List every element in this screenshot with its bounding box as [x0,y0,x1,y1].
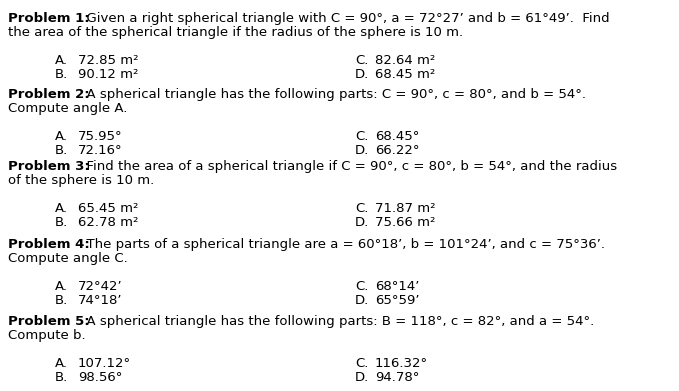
Text: B.: B. [55,144,69,157]
Text: Given a right spherical triangle with C = 90°, a = 72°27’ and b = 61°49’.  Find: Given a right spherical triangle with C … [78,12,610,25]
Text: of the sphere is 10 m.: of the sphere is 10 m. [8,174,154,187]
Text: D.: D. [355,371,369,384]
Text: Find the area of a spherical triangle if C = 90°, c = 80°, b = 54°, and the radi: Find the area of a spherical triangle if… [78,160,617,173]
Text: The parts of a spherical triangle are a = 60°18’, b = 101°24’, and c = 75°36’.: The parts of a spherical triangle are a … [78,238,605,251]
Text: D.: D. [355,144,369,157]
Text: 68°14’: 68°14’ [375,280,420,293]
Text: D.: D. [355,294,369,307]
Text: Problem 1:: Problem 1: [8,12,90,25]
Text: A spherical triangle has the following parts: C = 90°, c = 80°, and b = 54°.: A spherical triangle has the following p… [78,88,586,101]
Text: 74°18’: 74°18’ [78,294,122,307]
Text: A.: A. [55,280,68,293]
Text: C.: C. [355,54,369,67]
Text: 71.87 m²: 71.87 m² [375,202,435,215]
Text: C.: C. [355,357,369,370]
Text: 72°42’: 72°42’ [78,280,123,293]
Text: Problem 2:: Problem 2: [8,88,90,101]
Text: Compute angle A.: Compute angle A. [8,102,128,115]
Text: 116.32°: 116.32° [375,357,428,370]
Text: D.: D. [355,68,369,81]
Text: Problem 5:: Problem 5: [8,315,90,328]
Text: Problem 3:: Problem 3: [8,160,90,173]
Text: 72.85 m²: 72.85 m² [78,54,139,67]
Text: A.: A. [55,357,68,370]
Text: 72.16°: 72.16° [78,144,123,157]
Text: 90.12 m²: 90.12 m² [78,68,139,81]
Text: B.: B. [55,294,69,307]
Text: the area of the spherical triangle if the radius of the sphere is 10 m.: the area of the spherical triangle if th… [8,26,463,39]
Text: A spherical triangle has the following parts: B = 118°, c = 82°, and a = 54°.: A spherical triangle has the following p… [78,315,594,328]
Text: A.: A. [55,130,68,143]
Text: A.: A. [55,54,68,67]
Text: Compute angle C.: Compute angle C. [8,252,128,265]
Text: 82.64 m²: 82.64 m² [375,54,435,67]
Text: 75.66 m²: 75.66 m² [375,216,435,229]
Text: C.: C. [355,202,369,215]
Text: C.: C. [355,130,369,143]
Text: 107.12°: 107.12° [78,357,131,370]
Text: 62.78 m²: 62.78 m² [78,216,139,229]
Text: B.: B. [55,68,69,81]
Text: 68.45 m²: 68.45 m² [375,68,435,81]
Text: D.: D. [355,216,369,229]
Text: B.: B. [55,216,69,229]
Text: 68.45°: 68.45° [375,130,420,143]
Text: 65°59’: 65°59’ [375,294,420,307]
Text: A.: A. [55,202,68,215]
Text: 65.45 m²: 65.45 m² [78,202,139,215]
Text: 98.56°: 98.56° [78,371,122,384]
Text: 75.95°: 75.95° [78,130,123,143]
Text: Compute b.: Compute b. [8,329,86,342]
Text: Problem 4:: Problem 4: [8,238,90,251]
Text: 94.78°: 94.78° [375,371,420,384]
Text: 66.22°: 66.22° [375,144,420,157]
Text: B.: B. [55,371,69,384]
Text: C.: C. [355,280,369,293]
